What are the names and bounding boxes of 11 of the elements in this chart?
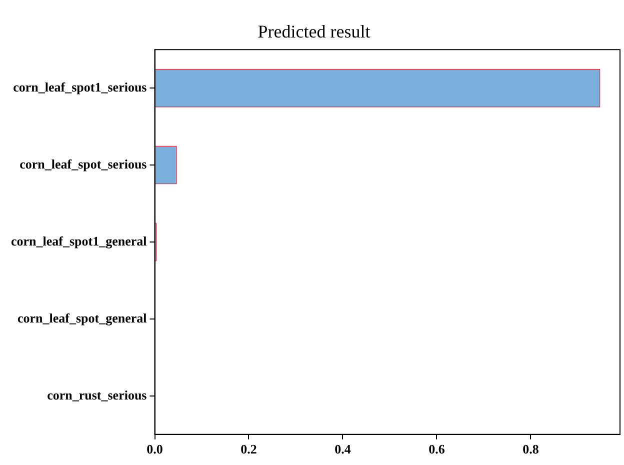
x-tick-label: 0.4 bbox=[334, 442, 352, 457]
y-tick-label: corn_leaf_spot1_general bbox=[10, 233, 148, 248]
x-tick-label: 0.0 bbox=[146, 442, 163, 457]
x-tick-label: 0.6 bbox=[428, 442, 446, 457]
chart-title: Predicted result bbox=[258, 22, 370, 42]
y-tick-label: corn_leaf_spot_serious bbox=[20, 156, 147, 172]
x-tick-label: 0.2 bbox=[240, 442, 257, 457]
y-tick-label: corn_rust_serious bbox=[47, 387, 147, 402]
y-tick-label: corn_leaf_spot1_serious bbox=[13, 79, 147, 94]
x-tick-label: 0.8 bbox=[522, 442, 540, 457]
y-tick-label: corn_leaf_spot_general bbox=[17, 310, 148, 326]
